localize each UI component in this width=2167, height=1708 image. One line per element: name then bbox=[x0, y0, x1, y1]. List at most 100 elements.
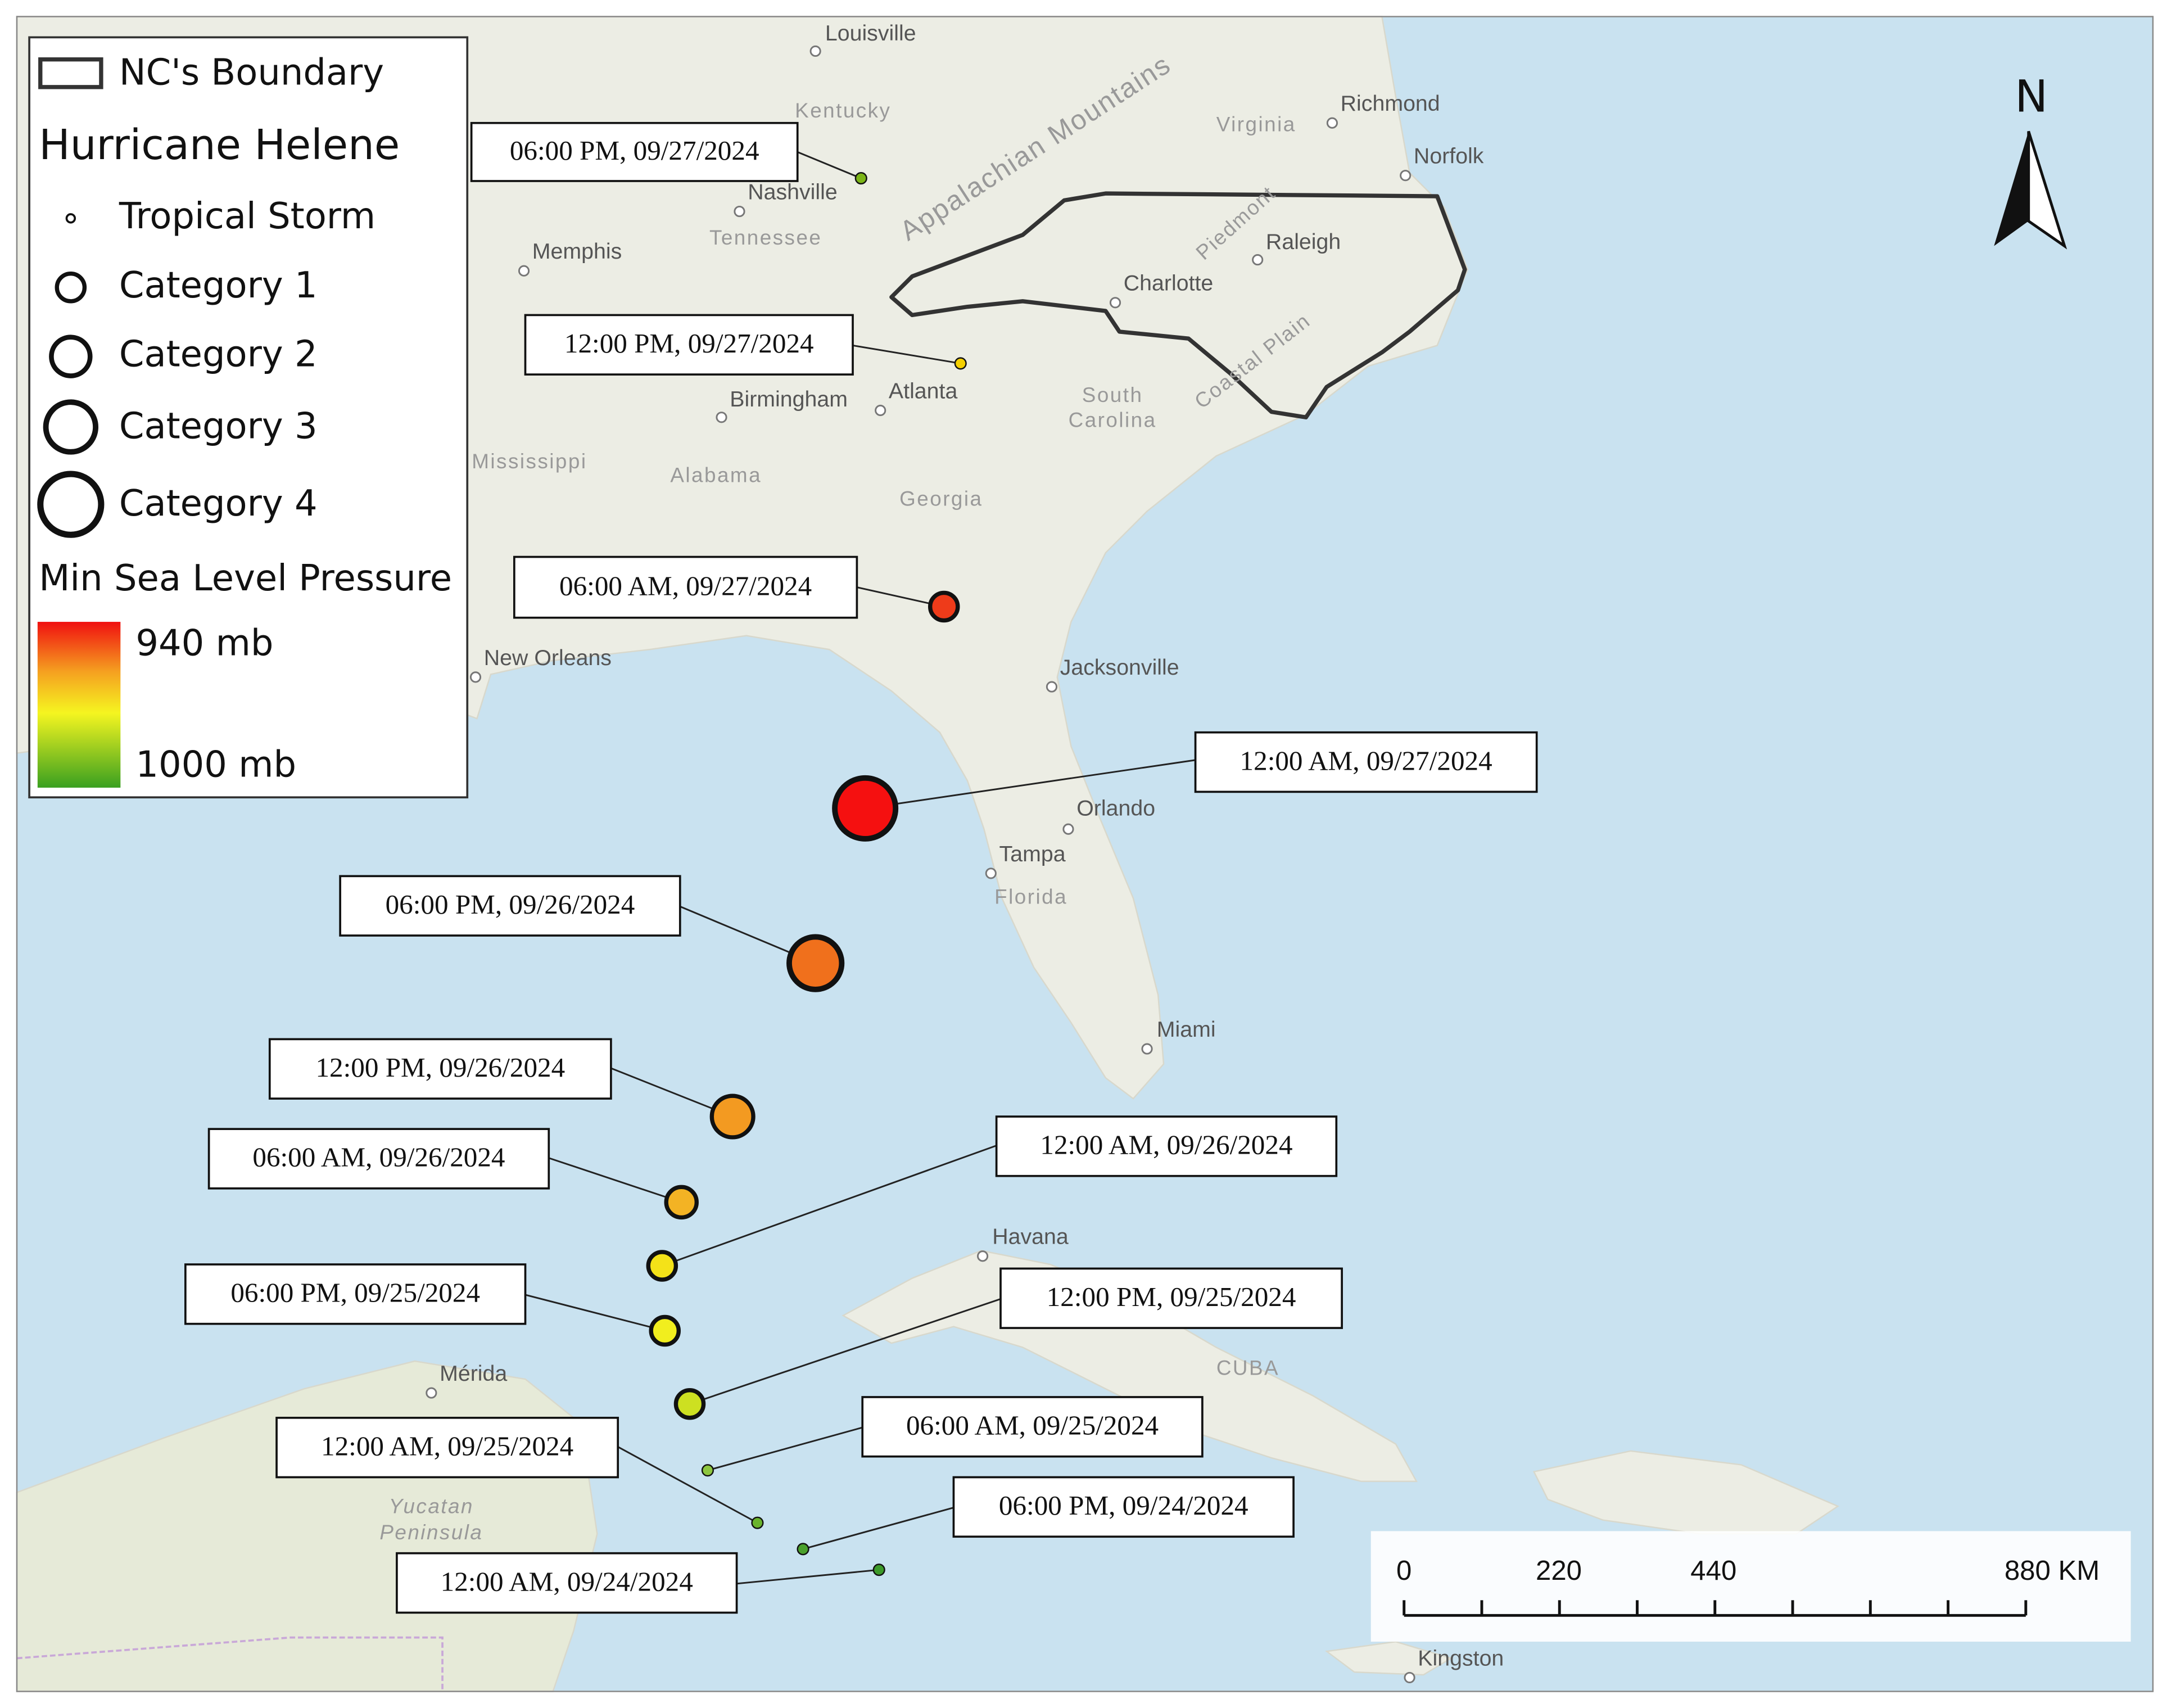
north-label: N bbox=[2015, 70, 2048, 122]
region-label: Georgia bbox=[899, 487, 983, 510]
label-box bbox=[999, 1267, 1343, 1329]
track-point bbox=[751, 1516, 764, 1529]
label-box bbox=[275, 1416, 619, 1479]
legend-symbol bbox=[43, 399, 98, 455]
place-label: Memphis bbox=[532, 239, 622, 264]
scale-label: 440 bbox=[1690, 1556, 1736, 1586]
label-box bbox=[396, 1552, 738, 1614]
land-cuba bbox=[842, 1250, 1418, 1483]
track-label: 12:00 PM, 09/27/2024 bbox=[564, 328, 814, 359]
legend-title: Hurricane Helene bbox=[39, 121, 400, 169]
track-label: 12:00 PM, 09/25/2024 bbox=[1047, 1281, 1296, 1312]
label-box bbox=[524, 314, 854, 376]
place-label: Atlanta bbox=[889, 378, 958, 403]
track-point bbox=[649, 1314, 681, 1347]
region-label: Carolina bbox=[1069, 408, 1157, 431]
leader-line bbox=[707, 1426, 863, 1471]
legend-category: Category 3 bbox=[119, 406, 318, 448]
place-label: Orlando bbox=[1076, 796, 1155, 821]
scale-label: 880 KM bbox=[2005, 1556, 2100, 1586]
place-dot bbox=[1109, 297, 1121, 309]
leader-line bbox=[865, 759, 1196, 810]
track-label: 06:00 PM, 09/24/2024 bbox=[999, 1490, 1248, 1521]
track-point bbox=[646, 1250, 678, 1282]
scale-label: 0 bbox=[1396, 1556, 1412, 1586]
label-box bbox=[995, 1115, 1338, 1177]
track-point bbox=[854, 172, 867, 185]
scale-bar: 0 220 440 880 KM bbox=[1396, 1556, 2100, 1617]
place-label: Raleigh bbox=[1266, 229, 1341, 254]
track-point bbox=[928, 590, 960, 623]
north-arrow-right bbox=[2027, 130, 2068, 250]
leader-line bbox=[689, 1298, 1001, 1405]
land-jamaica bbox=[1324, 1641, 1453, 1676]
track: 06:00 PM, 09/27/2024 12:00 PM, 09/27/2024… bbox=[184, 121, 1538, 1614]
scale-label: 220 bbox=[1536, 1556, 1582, 1586]
place-dot bbox=[469, 671, 482, 683]
leader-line bbox=[803, 1507, 954, 1550]
legend-boundary-symbol bbox=[38, 57, 103, 89]
place-dot bbox=[518, 265, 530, 277]
place-label: Tampa bbox=[999, 842, 1066, 866]
place-dot bbox=[734, 205, 745, 218]
place-label: Charlotte bbox=[1124, 271, 1214, 296]
map-frame bbox=[16, 16, 2154, 1692]
leader-line bbox=[736, 1569, 879, 1585]
legend-category: Category 1 bbox=[119, 265, 318, 306]
label-box bbox=[268, 1038, 612, 1100]
place-dot bbox=[1400, 170, 1412, 182]
track-label: 06:00 PM, 09/26/2024 bbox=[386, 889, 635, 920]
place-label: Jacksonville bbox=[1060, 655, 1179, 680]
legend-symbol bbox=[55, 271, 87, 304]
place-dot bbox=[1062, 823, 1074, 835]
place-dot bbox=[716, 412, 727, 423]
place-label: Birmingham bbox=[730, 387, 848, 412]
track-label: 06:00 AM, 09/27/2024 bbox=[559, 570, 812, 601]
label-box bbox=[184, 1263, 527, 1325]
track-label: 12:00 PM, 09/26/2024 bbox=[315, 1052, 565, 1083]
legend-pressure-low: 1000 mb bbox=[135, 744, 296, 786]
label-box bbox=[339, 875, 681, 937]
leader-line bbox=[662, 1145, 997, 1267]
label-box bbox=[861, 1396, 1204, 1458]
track-label: 12:00 AM, 09/25/2024 bbox=[321, 1430, 573, 1461]
leader-line bbox=[525, 1294, 666, 1332]
region-label: Yucatan bbox=[389, 1494, 474, 1517]
place-dot bbox=[426, 1387, 437, 1399]
legend-boundary: NC's Boundary bbox=[119, 52, 384, 93]
label-box bbox=[1194, 731, 1538, 793]
place-label: Miami bbox=[1157, 1017, 1216, 1042]
region-label: Alabama bbox=[670, 464, 762, 487]
place-label: Norfolk bbox=[1414, 144, 1484, 169]
track-point bbox=[709, 1094, 755, 1140]
scale-box bbox=[1370, 1531, 2131, 1642]
legend-category: Category 2 bbox=[119, 334, 318, 376]
place-dot bbox=[1141, 1043, 1153, 1055]
legend-category: Tropical Storm bbox=[119, 196, 376, 237]
place-dot bbox=[1046, 681, 1058, 693]
track-label: 12:00 AM, 09/27/2024 bbox=[1240, 745, 1492, 776]
place-dot bbox=[875, 404, 886, 417]
track-label: 06:00 AM, 09/26/2024 bbox=[252, 1142, 505, 1173]
leader-line bbox=[852, 345, 961, 364]
region-label: Virginia bbox=[1216, 112, 1296, 135]
country-border bbox=[16, 1636, 444, 1692]
legend-gradient bbox=[37, 622, 121, 788]
place-dot bbox=[985, 867, 997, 879]
track-point bbox=[872, 1564, 885, 1576]
place-label: Kingston bbox=[1418, 1646, 1504, 1670]
track-label: 06:00 PM, 09/25/2024 bbox=[230, 1277, 480, 1308]
legend-category: Category 4 bbox=[119, 483, 318, 525]
label-box bbox=[207, 1128, 550, 1190]
place-label: Richmond bbox=[1341, 91, 1440, 116]
track-point bbox=[797, 1543, 809, 1556]
region-label: Kentucky bbox=[795, 99, 891, 122]
place-label: New Orleans bbox=[484, 645, 612, 670]
track-label: 12:00 AM, 09/26/2024 bbox=[1040, 1129, 1292, 1160]
legend-pressure-high: 940 mb bbox=[135, 622, 273, 664]
leader-line bbox=[797, 151, 862, 179]
track-label: 06:00 AM, 09/25/2024 bbox=[906, 1410, 1159, 1441]
place-dot bbox=[1252, 254, 1264, 266]
nc-boundary bbox=[889, 191, 1467, 419]
